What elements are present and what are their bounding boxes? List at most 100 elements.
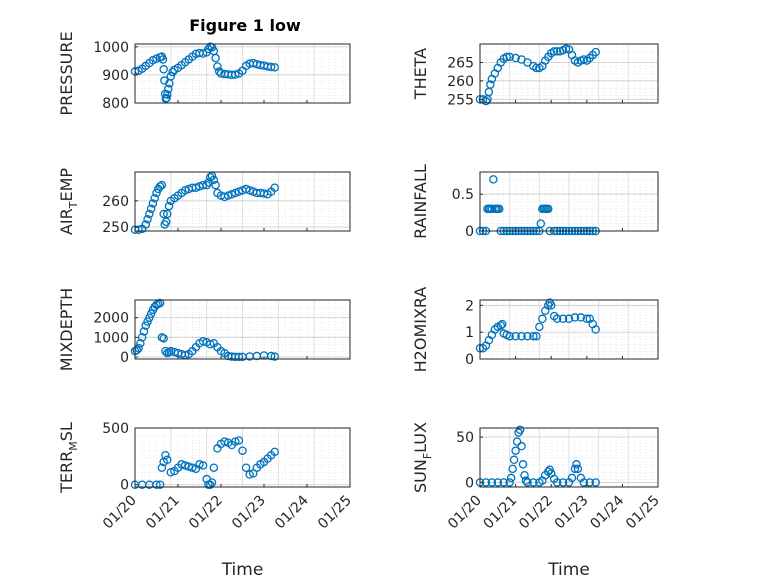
- data-point: [487, 478, 497, 487]
- data-point: [198, 461, 208, 470]
- data-point: [564, 314, 574, 324]
- data-point: [517, 331, 526, 341]
- subplot-3: 250 260 AIRTEMP: [57, 168, 351, 236]
- subplot-4: 0 0.5 RAINFALL: [411, 164, 659, 240]
- data-point: [146, 309, 156, 319]
- axes-frame: [479, 299, 659, 360]
- axes-frame: [479, 43, 659, 104]
- data-point: [573, 464, 583, 474]
- y-tick-label: 2: [465, 298, 474, 314]
- axes-frame: [479, 171, 659, 232]
- data-point: [157, 463, 167, 472]
- data-point: [486, 80, 495, 89]
- data-point: [211, 180, 220, 190]
- data-point: [231, 70, 240, 79]
- data-point: [523, 58, 532, 67]
- y-axis-label-8: SUNFLUX: [411, 422, 434, 493]
- data-point: [220, 437, 229, 446]
- y-tick-label: 0: [465, 475, 474, 491]
- y-tick-label: 800: [102, 96, 129, 112]
- data-point: [505, 331, 514, 341]
- data-point: [270, 63, 279, 72]
- y-axis-label-4: RAINFALL: [411, 164, 430, 239]
- y-tick-label: 260: [102, 194, 129, 210]
- data-point: [572, 460, 581, 469]
- y-tick-label: 0: [465, 224, 474, 240]
- data-point: [591, 325, 600, 334]
- data-point: [511, 53, 520, 63]
- data-point: [234, 436, 244, 445]
- data-point: [591, 47, 600, 57]
- y-tick-label: 250: [102, 220, 129, 236]
- subplot-2: 255 260 265 THETA: [411, 43, 659, 108]
- data-point: [532, 331, 541, 341]
- data-point: [266, 62, 276, 72]
- data-point: [579, 478, 589, 487]
- y-tick-label: 0: [465, 352, 474, 368]
- data-point: [523, 478, 532, 487]
- data-point: [511, 331, 520, 341]
- subplot-5: 0 1000 2000 MIXDEPTH: [57, 288, 351, 371]
- axes-frame: [134, 43, 351, 104]
- data-point: [591, 478, 600, 487]
- y-tick-label: 1000: [93, 330, 129, 346]
- data-point: [231, 188, 240, 198]
- y-axis-label-1: PRESSURE: [57, 31, 76, 115]
- data-point: [552, 47, 562, 56]
- y-axis-label-6: H2OMIXRA: [411, 287, 430, 373]
- data-point: [535, 322, 544, 332]
- data-point: [495, 204, 504, 214]
- data-point: [270, 352, 279, 361]
- y-tick-label: 1: [465, 325, 474, 341]
- data-point: [549, 47, 559, 56]
- y-axis-label-3: AIRTEMP: [57, 168, 80, 235]
- y-tick-label: 265: [447, 55, 474, 71]
- data-point: [576, 313, 586, 322]
- data-point: [231, 437, 240, 446]
- data-point: [506, 473, 516, 483]
- data-point: [582, 314, 592, 324]
- figure-title: Figure 1 low: [189, 16, 301, 35]
- data-point: [161, 450, 170, 460]
- data-point: [496, 321, 506, 330]
- data-point: [161, 217, 171, 227]
- data-point: [558, 314, 568, 324]
- data-point: [538, 314, 547, 324]
- data-point: [148, 199, 158, 208]
- axes-frame: [134, 427, 351, 488]
- data-point: [188, 463, 197, 472]
- data-point: [152, 188, 161, 198]
- data-point: [150, 193, 159, 203]
- x-axis-label: Time: [221, 560, 264, 580]
- data-point: [198, 49, 208, 58]
- data-point: [234, 352, 244, 362]
- data-point: [139, 327, 149, 336]
- data-point: [141, 321, 150, 330]
- y-tick-label: 500: [102, 421, 129, 437]
- data-point: [529, 478, 538, 487]
- data-point: [205, 339, 215, 349]
- data-point: [162, 455, 172, 465]
- data-point: [511, 446, 520, 455]
- data-point: [497, 319, 507, 329]
- data-point: [502, 52, 511, 62]
- data-point: [180, 186, 190, 195]
- axes-frame: [134, 171, 351, 232]
- data-point: [512, 437, 522, 446]
- data-point: [166, 467, 176, 477]
- data-point: [198, 337, 208, 346]
- data-point: [211, 53, 220, 63]
- y-tick-label: 1000: [93, 40, 129, 56]
- subplot-6: 0 1 2 H2OMIXRA: [411, 287, 659, 373]
- data-point: [137, 333, 147, 342]
- data-point: [162, 209, 172, 219]
- data-point: [585, 478, 595, 487]
- data-point: [209, 463, 219, 472]
- data-point: [234, 187, 244, 196]
- data-point: [489, 175, 498, 184]
- data-point: [523, 331, 532, 341]
- y-tick-label: 50: [456, 430, 474, 446]
- data-point: [159, 65, 168, 74]
